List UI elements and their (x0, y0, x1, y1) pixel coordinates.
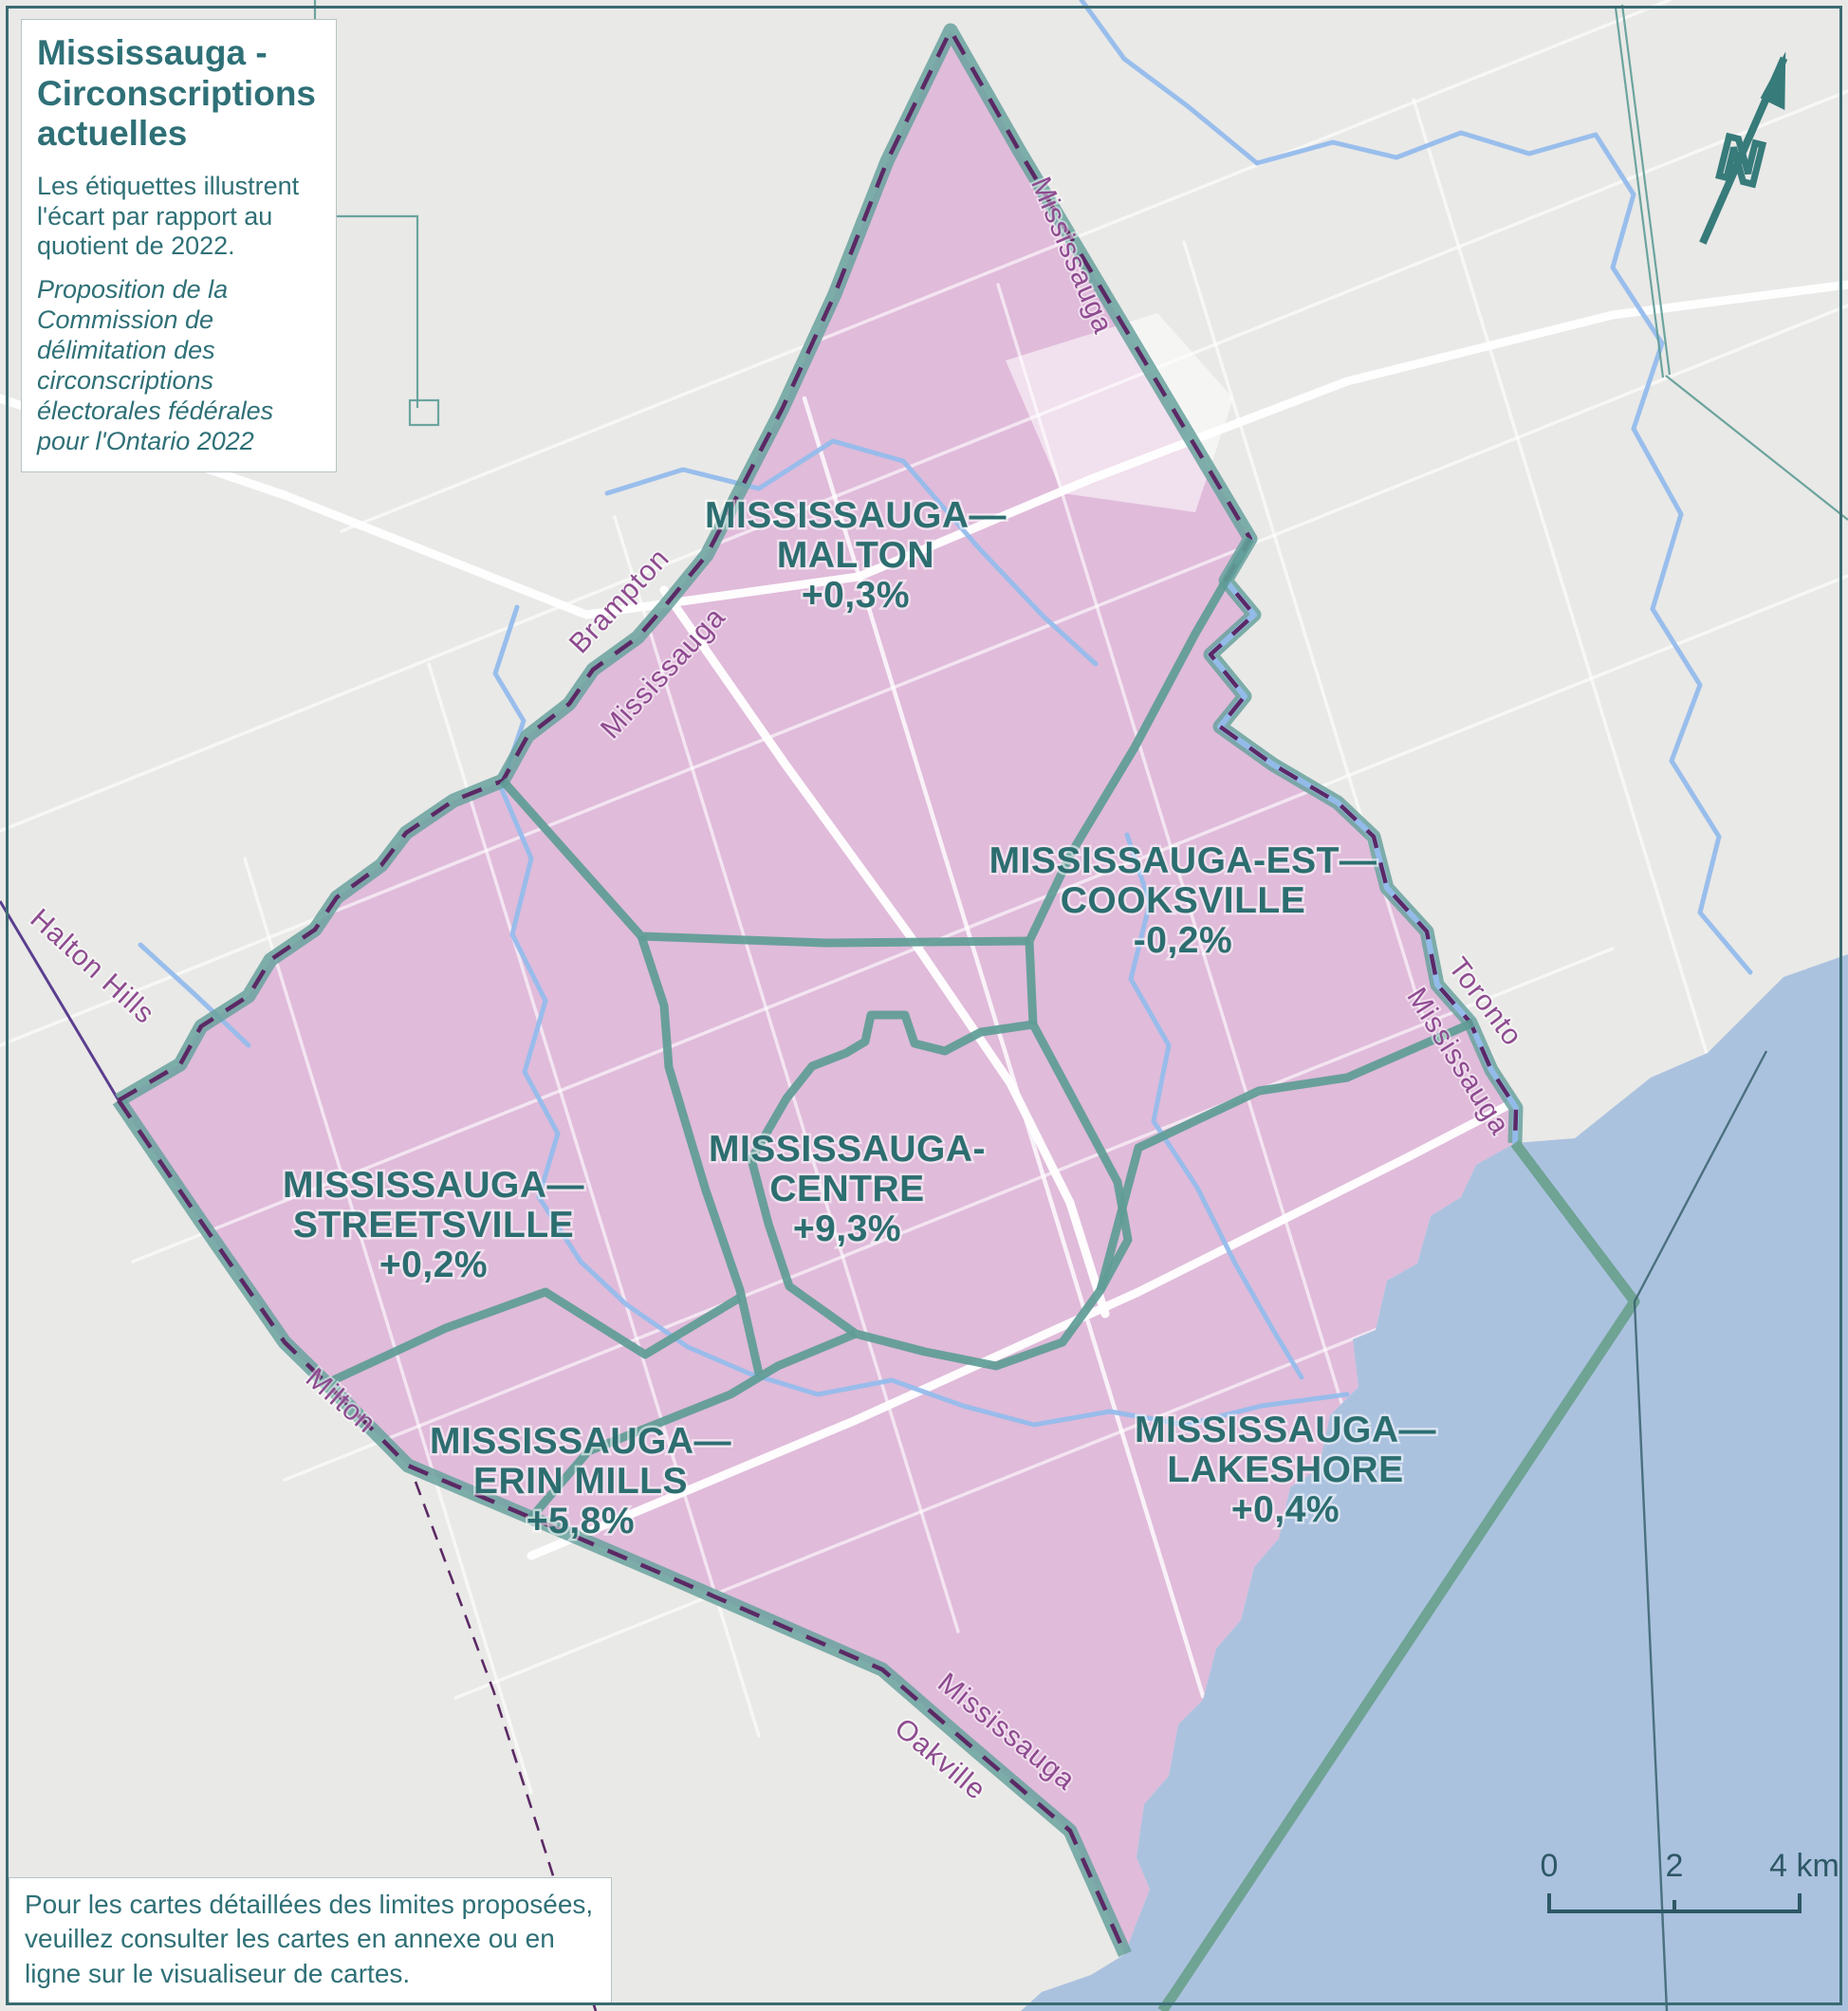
deviation-malton: +0,3% (802, 575, 910, 616)
boundary-streetsville-east (637, 934, 764, 1374)
svg-text:MISSISSAUGA—: MISSISSAUGA— (430, 1421, 731, 1462)
district-labels: MISSISSAUGA— MALTON +0,3% MISSISSAUGA-ES… (280, 493, 1438, 1544)
label-mississauga-erin-mills: MISSISSAUGA— ERIN MILLS +5,8% (427, 1419, 733, 1544)
label-mississauga-streetsville: MISSISSAUGA— STREETSVILLE +0,2% (280, 1163, 586, 1288)
deviation-centre: +9,3% (793, 1208, 901, 1249)
city-limit-dashes (117, 28, 1519, 1955)
halton-hills-boundary (0, 900, 120, 1101)
label-mississauga-est-cooksville: MISSISSAUGA-EST— COOKSVILLE -0,2% (987, 839, 1378, 964)
svg-text:LAKESHORE: LAKESHORE (1167, 1449, 1403, 1490)
boundary-lakeshore-north (1096, 1018, 1475, 1292)
svg-text:MISSISSAUGA—: MISSISSAUGA— (1135, 1410, 1436, 1450)
airport-area (1006, 313, 1233, 512)
svg-text:CENTRE: CENTRE (769, 1169, 924, 1209)
deviation-streetsville: +0,2% (379, 1245, 488, 1285)
water-municipal-line (1633, 1050, 1768, 2011)
boundary-erinmills-north (325, 1287, 743, 1388)
rivers (138, 0, 1753, 1428)
lake-ontario (1021, 954, 1848, 2011)
svg-text:MISSISSAUGA—: MISSISSAUGA— (283, 1165, 584, 1206)
label-mississauga-centre: MISSISSAUGA- CENTRE +9,3% (706, 1127, 988, 1252)
boundary-malton-south (499, 778, 1030, 948)
svg-text:ERIN MILLS: ERIN MILLS (473, 1461, 688, 1502)
scale-bar: 0 2 4 km (1541, 1848, 1839, 1913)
svg-text:MISSISSAUGA-EST—: MISSISSAUGA-EST— (989, 840, 1377, 881)
label-mississauga-lakeshore: MISSISSAUGA— LAKESHORE +0,4% (1132, 1408, 1438, 1533)
map-title: Mississauga - Circonscriptions actuelles (37, 33, 316, 154)
footer-note: Pour les cartes détaillées des limites p… (25, 1889, 594, 1988)
scale-bar-line (1547, 1893, 1802, 1913)
map-subtitle: Les étiquettes illustrent l'écart par ra… (37, 171, 300, 261)
map-source-note: Proposition de la Commission de délimita… (37, 275, 274, 455)
svg-text:STREETSVILLE: STREETSVILLE (293, 1205, 574, 1245)
boundary-cooksville-west (1025, 536, 1254, 1025)
label-mississauga-malton: MISSISSAUGA— MALTON +0,3% (702, 493, 1008, 618)
road-network (0, 0, 1848, 1795)
svg-text:MALTON: MALTON (777, 535, 934, 576)
title-panel: Mississauga - Circonscriptions actuelles… (21, 19, 337, 473)
svg-text:MISSISSAUGA—: MISSISSAUGA— (705, 495, 1007, 536)
district-boundaries (325, 536, 1475, 1521)
deviation-erin-mills: +5,8% (527, 1501, 635, 1541)
boundary-centre (747, 1010, 1133, 1371)
scale-tick-4: 4 km (1769, 1848, 1839, 1884)
deviation-cooksville: -0,2% (1134, 920, 1232, 961)
north-arrow-head (1760, 51, 1786, 111)
footer-note-panel: Pour les cartes détaillées des limites p… (9, 1876, 612, 2003)
scale-tick-2: 2 (1666, 1848, 1684, 1884)
deviation-lakeshore: +0,4% (1231, 1489, 1340, 1530)
svg-text:MISSISSAUGA-: MISSISSAUGA- (709, 1129, 986, 1170)
boundary-lakeshore-west (527, 1329, 858, 1521)
mississauga-city-area (119, 30, 1516, 1954)
scale-tick-0: 0 (1541, 1848, 1559, 1884)
svg-text:COOKSVILLE: COOKSVILLE (1061, 880, 1306, 921)
